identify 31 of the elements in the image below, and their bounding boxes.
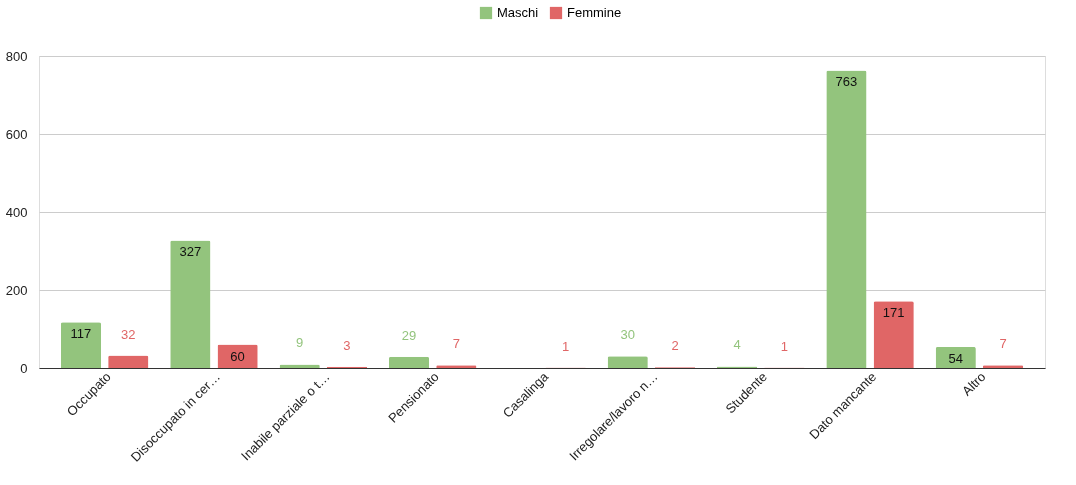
data-label: 29 [401,327,417,343]
y-tick-label: 200 [5,282,28,298]
data-label: 3 [343,337,351,353]
data-label: 32 [121,326,136,342]
data-label: 9 [296,335,304,351]
y-tick-label: 600 [5,126,28,142]
y-tick-label: 800 [5,48,28,64]
data-label: 7 [999,336,1007,352]
data-label: 1 [562,338,570,354]
data-label: 30 [620,327,635,343]
data-label: 117 [70,326,92,342]
data-label: 60 [230,348,245,364]
y-tick-label: 400 [5,204,28,220]
bar [170,240,211,368]
bar [388,356,430,368]
data-label: 327 [179,244,202,260]
legend-label: Maschi [497,5,539,20]
data-label: 54 [948,350,963,366]
data-label: 1 [780,338,788,354]
legend-label: Femmine [567,5,622,20]
bar [873,301,914,368]
data-label: 2 [671,338,679,354]
bar [826,70,867,368]
bar [108,355,149,368]
data-label: 4 [733,337,741,353]
data-label: 171 [882,305,905,321]
bar [607,356,648,368]
data-label: 763 [835,74,858,90]
bar [60,322,102,368]
data-label: 7 [452,336,460,352]
y-tick-label: 0 [20,360,28,376]
